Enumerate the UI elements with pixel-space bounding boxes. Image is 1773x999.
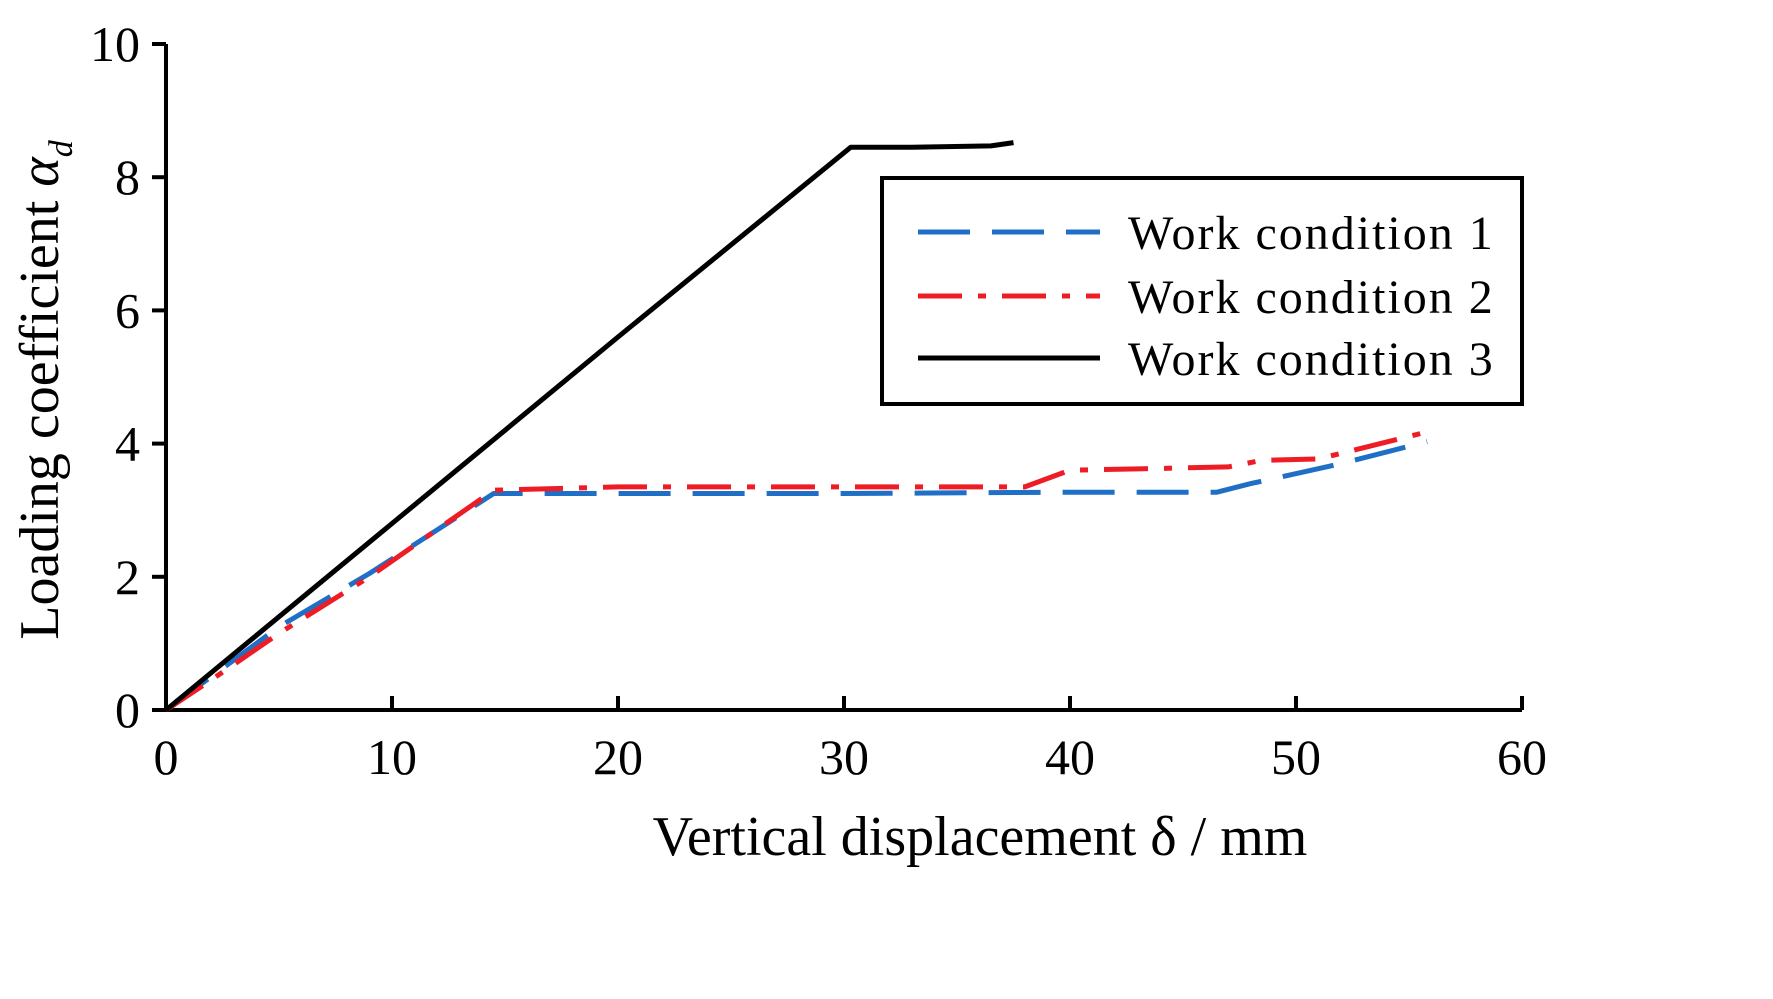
y-axis-title: Loading coefficient αd bbox=[9, 139, 80, 639]
x-tick-label: 0 bbox=[154, 729, 179, 785]
legend: Work condition 1 Work condition 2 Work con… bbox=[880, 176, 1524, 406]
x-tick-label: 10 bbox=[367, 729, 417, 785]
y-tick-label: 0 bbox=[115, 682, 140, 738]
x-tick-label: 40 bbox=[1045, 729, 1095, 785]
y-axis-title-subscript: d bbox=[43, 139, 80, 157]
y-tick-label: 4 bbox=[115, 416, 140, 472]
y-tick-label: 8 bbox=[115, 149, 140, 205]
x-tick-label: 60 bbox=[1497, 729, 1547, 785]
y-ticks: 0 2 4 6 8 10 bbox=[90, 16, 166, 738]
y-tick-label: 2 bbox=[115, 549, 140, 605]
legend-label-1: Work condition 1 bbox=[1128, 207, 1495, 260]
x-axis-title: Vertical displacement δ / mm bbox=[653, 806, 1308, 868]
legend-label-3: Work condition 3 bbox=[1128, 333, 1495, 386]
y-axis-title-symbol: α bbox=[9, 156, 71, 187]
y-tick-label: 6 bbox=[115, 282, 140, 338]
y-axis-title-main: Loading coefficient bbox=[9, 187, 71, 640]
y-tick-label: 10 bbox=[90, 16, 140, 72]
x-ticks: 0 10 20 30 40 50 60 bbox=[154, 696, 1547, 785]
legend-label-2: Work condition 2 bbox=[1128, 271, 1495, 324]
x-tick-label: 50 bbox=[1271, 729, 1321, 785]
series-line-1 bbox=[164, 439, 1428, 713]
series-line-3 bbox=[164, 140, 1014, 712]
legend-items: Work condition 1 Work condition 2 Work con… bbox=[918, 207, 1495, 386]
x-tick-label: 30 bbox=[819, 729, 869, 785]
x-tick-label: 20 bbox=[593, 729, 643, 785]
series-line-2 bbox=[164, 431, 1421, 713]
series-group bbox=[164, 140, 1428, 713]
legend-box bbox=[880, 176, 1524, 406]
